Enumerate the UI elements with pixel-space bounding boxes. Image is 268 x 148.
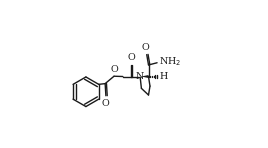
Polygon shape xyxy=(141,75,148,78)
Text: N: N xyxy=(136,72,144,81)
Text: O: O xyxy=(101,99,109,108)
Text: O: O xyxy=(128,53,135,62)
Text: H: H xyxy=(160,72,168,81)
Text: O: O xyxy=(111,65,118,74)
Text: O: O xyxy=(142,43,150,52)
Text: NH$_2$: NH$_2$ xyxy=(159,56,181,68)
